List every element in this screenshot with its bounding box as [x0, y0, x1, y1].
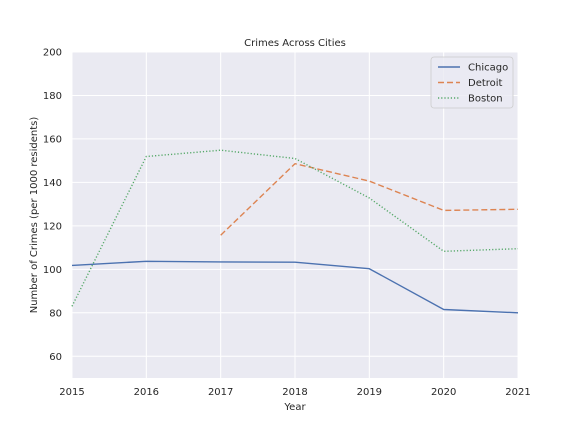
y-tick-label: 80	[49, 308, 62, 319]
x-tick-labels: 2015 2016 2017 2018 2019 2020 2021	[59, 387, 530, 398]
legend-box	[430, 56, 514, 109]
x-tick-label: 2017	[208, 387, 233, 398]
legend-label-detroit: Detroit	[468, 78, 503, 89]
x-tick-label: 2016	[134, 387, 159, 398]
series-lines	[71, 149, 519, 314]
series-line-boston	[71, 149, 519, 307]
y-tick-label: 200	[43, 48, 62, 59]
x-tick-label: 2015	[59, 387, 84, 398]
series-line-detroit	[220, 162, 519, 236]
gridlines	[71, 51, 519, 378]
legend-label-chicago: Chicago	[468, 63, 508, 74]
y-tick-label: 120	[43, 221, 62, 232]
legend-label-boston: Boston	[468, 94, 503, 105]
chart-title: Crimes Across Cities	[244, 38, 346, 49]
y-axis-title: Number of Crimes (per 1000 residents)	[29, 117, 40, 314]
y-tick-label: 160	[43, 134, 62, 145]
y-tick-label: 180	[43, 91, 62, 102]
y-tick-labels: 60 80 100 120 140 160 180 200	[43, 48, 62, 363]
x-tick-label: 2018	[282, 387, 307, 398]
series-line-chicago	[71, 260, 519, 314]
x-tick-label: 2020	[431, 387, 456, 398]
y-tick-label: 140	[43, 178, 62, 189]
y-tick-label: 100	[43, 265, 62, 276]
x-tick-label: 2021	[505, 387, 530, 398]
x-axis-title: Year	[283, 402, 306, 413]
x-tick-label: 2019	[357, 387, 382, 398]
legend: Chicago Detroit Boston	[430, 56, 514, 109]
y-tick-label: 60	[49, 352, 62, 363]
